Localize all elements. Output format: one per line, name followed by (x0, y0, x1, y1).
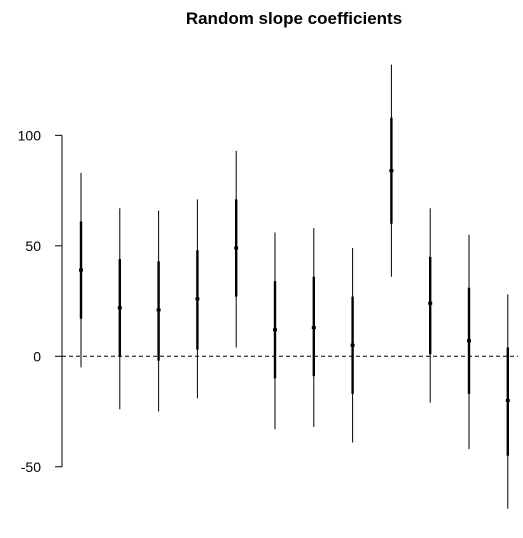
interval-4 (195, 199, 200, 399)
y-tick-label: 0 (33, 348, 41, 364)
point-estimate (428, 301, 433, 305)
interval-10 (428, 208, 433, 403)
y-tick-label: 50 (25, 238, 41, 254)
interval-1 (79, 172, 83, 368)
point-estimate (273, 328, 277, 332)
point-estimate (117, 306, 122, 310)
interval-12 (505, 294, 510, 509)
point-estimate (505, 398, 510, 402)
point-estimate (234, 246, 239, 250)
point-estimate (467, 339, 471, 343)
interval-9 (389, 64, 394, 277)
interval-6 (273, 232, 277, 430)
y-axis: -50 0 50 100 (18, 127, 63, 475)
interval-8 (350, 248, 355, 443)
point-estimate (156, 308, 161, 312)
interval-7 (311, 228, 316, 427)
point-estimate (195, 297, 200, 301)
interval-3 (156, 210, 161, 412)
interval-11 (467, 234, 471, 450)
chart-title: Random slope coefficients (186, 9, 402, 28)
interval-5 (234, 150, 239, 348)
y-tick-label: -50 (21, 459, 41, 475)
point-estimate (311, 326, 316, 330)
point-estimate (350, 343, 355, 347)
point-estimate (389, 169, 394, 173)
interval-series (79, 64, 510, 509)
y-tick-label: 100 (18, 127, 42, 143)
point-estimate (79, 268, 83, 272)
interval-2 (117, 208, 122, 410)
